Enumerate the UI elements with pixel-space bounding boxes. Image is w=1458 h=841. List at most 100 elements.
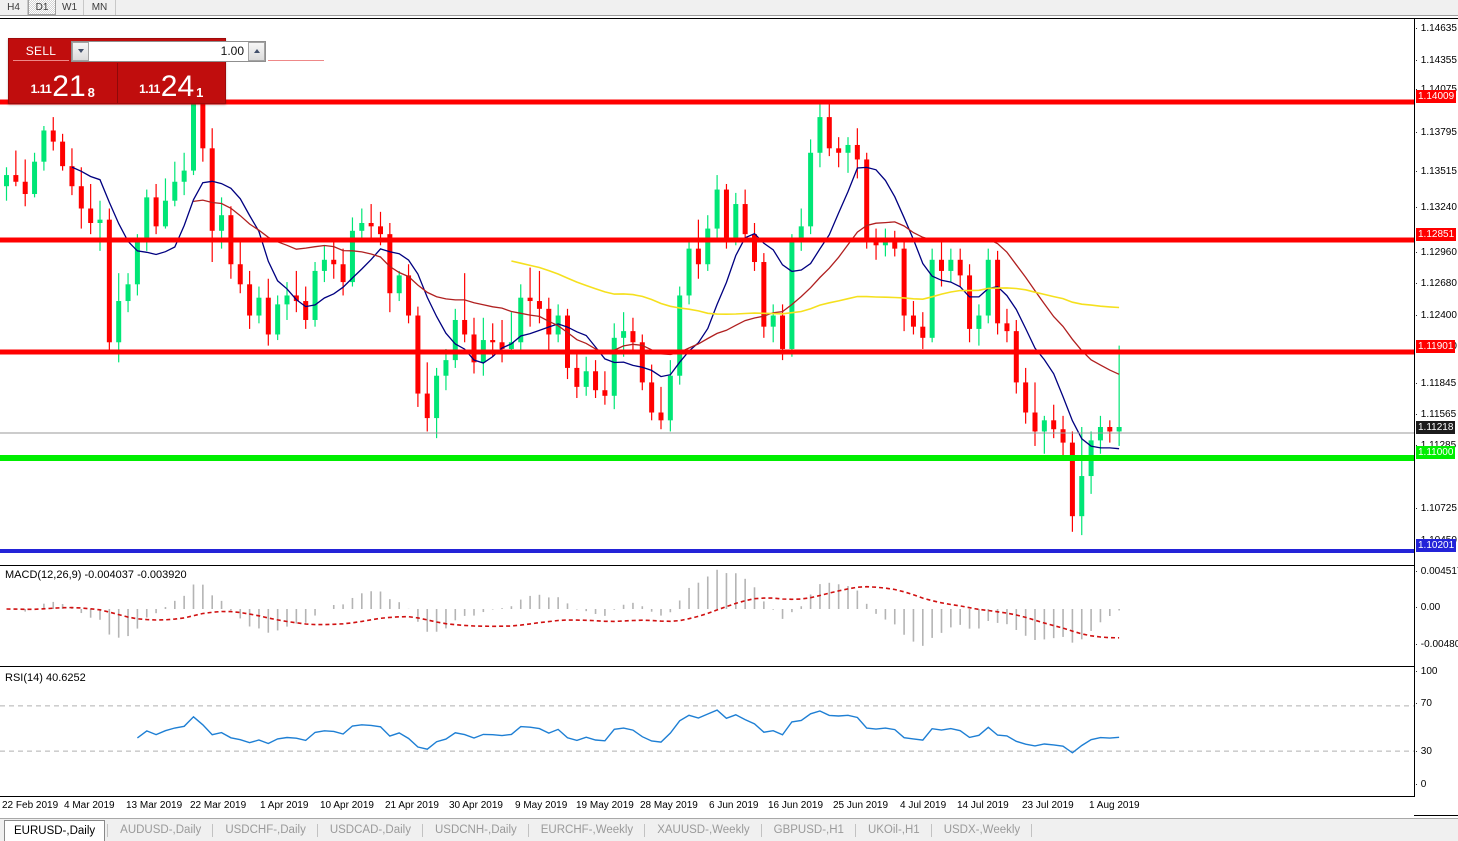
- tab-separator: [760, 824, 762, 837]
- time-label-11: 6 Jun 2019: [709, 800, 759, 811]
- price-tick-10: · 1.11845: [1415, 378, 1457, 389]
- price-tag-last-price[interactable]: 1.11218: [1416, 421, 1456, 434]
- level-line-resistance-3: [0, 349, 1414, 355]
- rsi-tick-2: · 30: [1415, 746, 1432, 757]
- window-tab-audusddaily[interactable]: AUDUSD-,Daily: [120, 824, 202, 836]
- price-tag-resistance-1[interactable]: 1.14009: [1416, 90, 1457, 103]
- time-label-17: 1 Aug 2019: [1089, 800, 1140, 811]
- price-tick-1: · 1.14355: [1415, 55, 1457, 66]
- time-label-13: 25 Jun 2019: [833, 800, 889, 811]
- rsi-line: [136, 709, 1120, 754]
- tab-separator: [107, 824, 109, 837]
- chevron-up-icon: [253, 49, 260, 53]
- tab-separator: [930, 824, 932, 837]
- tab-separator: [421, 824, 423, 837]
- time-label-16: 23 Jul 2019: [1022, 800, 1074, 811]
- window-tab-gbpusdh1[interactable]: GBPUSD-,H1: [773, 824, 844, 836]
- window-tab-xauusdweekly[interactable]: XAUUSD-,Weekly: [657, 824, 750, 836]
- window-tab-usdxweekly[interactable]: USDX-,Weekly: [943, 824, 1021, 836]
- price-tick-8: · 1.12400: [1415, 310, 1457, 321]
- rsi-tick-3: · 0: [1415, 779, 1427, 790]
- macd-chart-canvas: [6, 569, 1120, 646]
- level-line-support-blue: [0, 549, 1414, 553]
- volume-input[interactable]: [89, 41, 248, 61]
- chevron-down-icon: [77, 49, 84, 53]
- rsi-tick-1: · 70: [1415, 698, 1432, 709]
- price-tick-5: · 1.13240: [1415, 202, 1457, 213]
- macd-signal-line: [6, 585, 1120, 639]
- buy-price-big: 24: [160, 70, 195, 103]
- sell-button[interactable]: 1.11 21 8: [9, 63, 118, 103]
- timeframe-button-mn[interactable]: MN: [84, 0, 116, 15]
- window-tab-usdcnhdaily[interactable]: USDCNH-,Daily: [434, 824, 517, 836]
- macd-pane[interactable]: MACD(12,26,9) -0.004037 -0.003920: [0, 565, 1414, 667]
- sell-price-big: 21: [52, 70, 86, 103]
- tab-separator: [527, 824, 529, 837]
- level-line-resistance-2: [0, 237, 1414, 243]
- one-click-trading-panel[interactable]: SELL BUY 1.11 21 8 1.11 24 1: [8, 38, 324, 104]
- price-tick-12: · 1.11285: [1415, 440, 1456, 451]
- time-label-14: 4 Jul 2019: [900, 800, 947, 811]
- tab-separator: [1031, 824, 1033, 837]
- price-tick-11: · 1.11565: [1415, 409, 1457, 420]
- timeframe-button-h4[interactable]: H4: [0, 0, 28, 15]
- macd-label: MACD(12,26,9) -0.004037 -0.003920: [5, 569, 187, 581]
- window-tab-eurchfweekly[interactable]: EURCHF-,Weekly: [540, 824, 634, 836]
- volume-decrement-button[interactable]: [72, 41, 89, 61]
- timeframe-button-w1[interactable]: W1: [56, 0, 84, 15]
- time-label-3: 22 Mar 2019: [190, 800, 247, 811]
- window-tab-usdchfdaily[interactable]: USDCHF-,Daily: [225, 824, 306, 836]
- buy-price-prefix: 1.11: [139, 82, 160, 96]
- window-tab-usdcaddaily[interactable]: USDCAD-,Daily: [329, 824, 411, 836]
- level-line-last-price: [0, 432, 1414, 434]
- time-scale[interactable]: 22 Feb 2019 4 Mar 2019 13 Mar 2019 22 Mar 2…: [0, 798, 1414, 816]
- price-tick-6: · 1.12960: [1415, 247, 1457, 258]
- price-tick-2: · 1.14075: [1415, 84, 1457, 95]
- buy-price-sup: 1: [196, 85, 204, 100]
- price-pane[interactable]: [0, 19, 1414, 563]
- window-tab-eurusddaily[interactable]: EURUSD-,Daily: [4, 820, 106, 841]
- tab-separator: [644, 824, 646, 837]
- price-tag-resistance-3[interactable]: 1.11901: [1416, 340, 1456, 353]
- rsi-label: RSI(14) 40.6252: [5, 672, 86, 684]
- timeframe-button-d1[interactable]: D1: [28, 0, 56, 15]
- time-label-0: 22 Feb 2019: [2, 800, 59, 811]
- time-label-9: 19 May 2019: [576, 800, 634, 811]
- time-label-2: 13 Mar 2019: [126, 800, 183, 811]
- price-tick-3: · 1.13795: [1415, 127, 1457, 138]
- price-tag-support-green[interactable]: 1.11000: [1416, 446, 1456, 459]
- time-label-12: 16 Jun 2019: [768, 800, 824, 811]
- price-tick-7: · 1.12680: [1415, 278, 1457, 289]
- rsi-chart-canvas: [0, 705, 1414, 754]
- macd-tick-1: · 0.00: [1415, 602, 1441, 613]
- tab-separator: [212, 824, 214, 837]
- sell-price-sup: 8: [87, 85, 95, 100]
- rsi-tick-0: · 100: [1415, 666, 1438, 677]
- price-tick-0: · 1.14635: [1415, 23, 1457, 34]
- price-tag-support-blue[interactable]: 1.10201: [1416, 539, 1457, 552]
- time-label-4: 1 Apr 2019: [260, 800, 309, 811]
- oct-header-row: SELL BUY: [9, 39, 324, 63]
- price-chart-canvas: [0, 63, 1414, 553]
- rsi-pane[interactable]: RSI(14) 40.6252: [0, 669, 1414, 797]
- window-tab-ukoilh1[interactable]: UKOil-,H1: [867, 824, 920, 836]
- tab-separator: [854, 824, 856, 837]
- sell-label[interactable]: SELL: [13, 41, 69, 61]
- level-line-support-green: [0, 455, 1414, 461]
- volume-increment-button[interactable]: [248, 41, 265, 61]
- buy-button[interactable]: 1.11 24 1: [118, 63, 226, 103]
- chart-window-tabstrip[interactable]: EURUSD-,Daily AUDUSD-,Daily USDCHF-,Daily U…: [0, 818, 1458, 841]
- timeframe-toolbar: H4 D1 W1 MN: [0, 0, 1458, 16]
- scale-separator: [1414, 19, 1415, 797]
- oct-price-row: 1.11 21 8 1.11 24 1: [9, 63, 225, 103]
- time-label-10: 28 May 2019: [640, 800, 698, 811]
- buy-label[interactable]: BUY: [268, 41, 324, 61]
- time-label-7: 30 Apr 2019: [449, 800, 503, 811]
- time-label-8: 9 May 2019: [515, 800, 568, 811]
- price-tick-4: · 1.13515: [1415, 166, 1457, 177]
- price-tick-13: · 1.10725: [1415, 503, 1457, 514]
- volume-stepper[interactable]: [71, 40, 266, 62]
- price-scale[interactable]: · 1.14635 · 1.14355 · 1.14075 · 1.13795 · 1.…: [1415, 19, 1458, 797]
- time-label-1: 4 Mar 2019: [64, 800, 115, 811]
- price-tag-resistance-2[interactable]: 1.12851: [1416, 228, 1457, 241]
